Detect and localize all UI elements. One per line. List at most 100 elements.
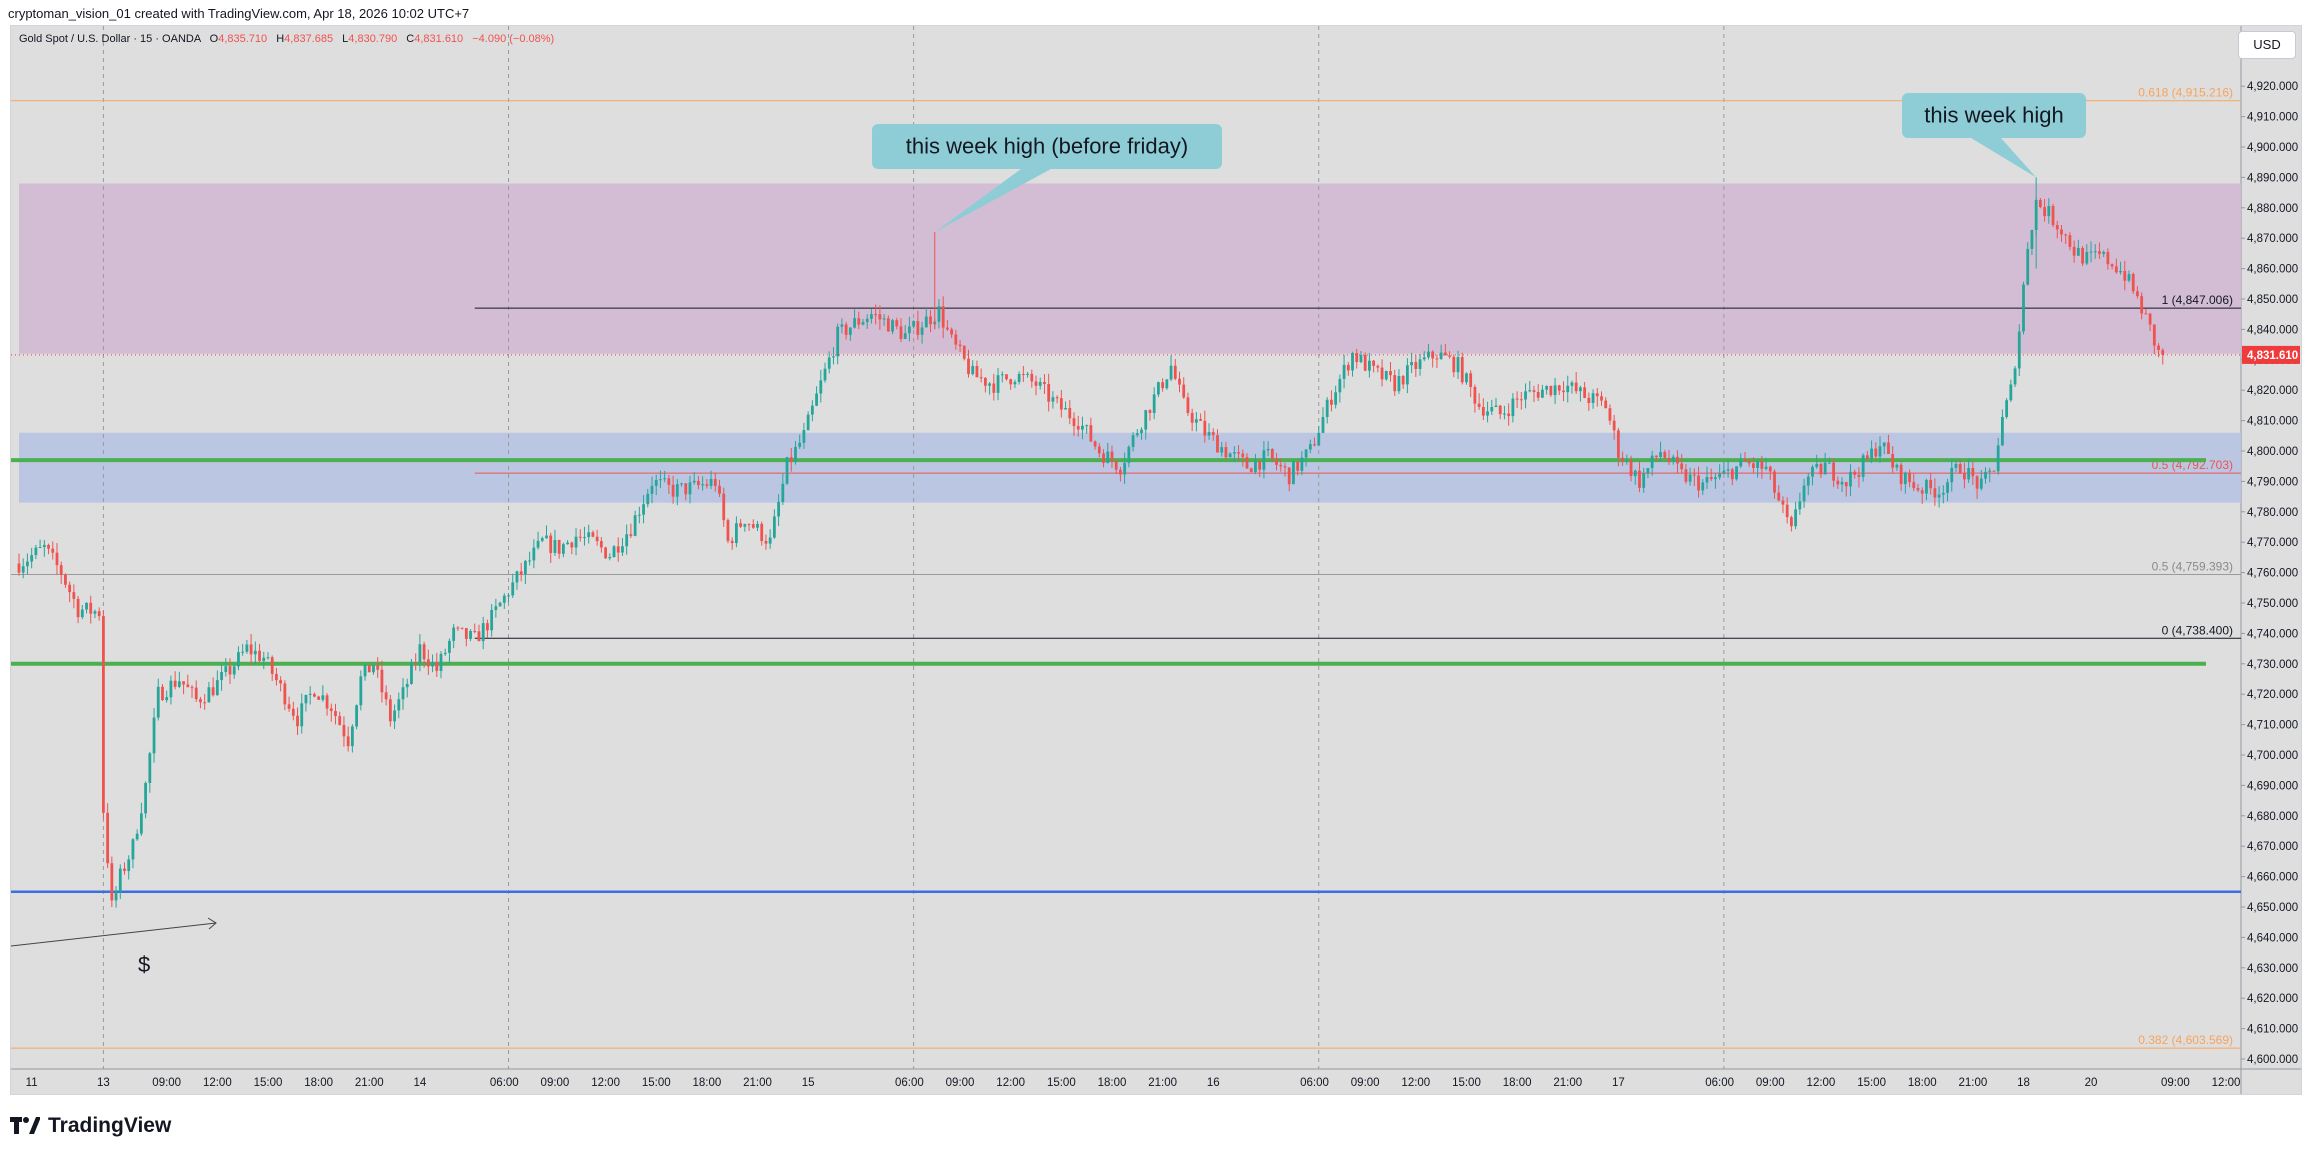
candle xyxy=(1730,467,1734,486)
candle xyxy=(1321,407,1325,434)
candle-body xyxy=(1908,472,1911,483)
candle xyxy=(772,509,776,539)
candle-body xyxy=(507,595,510,597)
candle xyxy=(2098,242,2101,259)
tradingview-logo[interactable]: TradingView xyxy=(10,1114,171,1138)
candle xyxy=(675,479,679,506)
candle-body xyxy=(718,485,721,494)
candle-body xyxy=(1249,468,1253,473)
candle xyxy=(253,641,257,665)
candle-body xyxy=(654,479,658,486)
candle-body xyxy=(1486,411,1489,416)
candle-body xyxy=(861,322,865,325)
candle xyxy=(422,641,426,668)
candle xyxy=(1237,445,1240,462)
candle xyxy=(1591,389,1595,409)
candle-body xyxy=(1443,352,1447,356)
candle xyxy=(1469,370,1473,398)
candle xyxy=(1207,423,1211,440)
candle-body xyxy=(1595,393,1599,397)
candle xyxy=(350,724,354,753)
candle xyxy=(1241,449,1245,467)
candle-body xyxy=(975,365,979,378)
candle xyxy=(275,667,278,686)
chart-area[interactable]: 0.618 (4,915.216) 0.382 (4,603.569) 0.5 (4… xyxy=(10,25,2302,1095)
x-tick-label: 06:00 xyxy=(1705,1077,1734,1089)
candle xyxy=(924,308,928,328)
candle-body xyxy=(1325,399,1329,417)
candle-body xyxy=(1203,420,1207,436)
candle-body xyxy=(1119,469,1122,475)
candle-body xyxy=(1802,485,1806,502)
candle-body xyxy=(646,493,650,505)
candle-body xyxy=(2152,324,2156,346)
x-tick-label: 12:00 xyxy=(2212,1077,2241,1089)
candle-body xyxy=(1752,463,1755,468)
callout-before-friday-text: this week high (before friday) xyxy=(906,134,1188,159)
candle-body xyxy=(291,708,295,716)
candle-body xyxy=(1849,471,1852,487)
candle-body xyxy=(1671,456,1675,462)
candle xyxy=(946,319,949,331)
candle xyxy=(266,652,270,660)
candle xyxy=(2017,324,2021,377)
candle-body xyxy=(1330,399,1333,405)
candle-body xyxy=(186,684,190,688)
candle-body xyxy=(1785,504,1789,518)
candle xyxy=(477,624,481,642)
candle-body xyxy=(97,611,101,617)
candle xyxy=(659,470,662,489)
candle xyxy=(1262,440,1266,479)
candle-body xyxy=(899,326,903,339)
candle-body xyxy=(2131,273,2135,292)
candle xyxy=(557,539,561,559)
candle-body xyxy=(1975,476,1979,489)
candle xyxy=(148,751,152,793)
candle-body xyxy=(1798,501,1802,510)
candle xyxy=(1292,459,1295,485)
x-tick-label: 06:00 xyxy=(490,1077,519,1089)
candle xyxy=(1355,348,1359,369)
candle-body xyxy=(1882,442,1886,447)
candle-body xyxy=(253,650,257,655)
y-tick-label: 4,870.000 xyxy=(2247,233,2298,245)
candle xyxy=(941,296,945,339)
candle-body xyxy=(1680,463,1684,470)
candle xyxy=(806,411,810,431)
candle xyxy=(325,693,329,716)
candle xyxy=(498,601,502,607)
candle-body xyxy=(637,514,641,516)
candle-body xyxy=(667,478,671,485)
candle-body xyxy=(798,442,802,447)
candle-body xyxy=(367,664,371,673)
candle-body xyxy=(2017,331,2021,369)
candle-body xyxy=(1992,470,1996,472)
candle xyxy=(1870,440,1873,464)
candle xyxy=(1908,469,1911,488)
candle xyxy=(207,681,211,703)
candle-body xyxy=(372,665,375,673)
candle xyxy=(2047,198,2051,224)
candle xyxy=(1055,395,1059,404)
candle xyxy=(2106,248,2110,270)
x-tick-label: 20 xyxy=(2085,1077,2098,1089)
candle xyxy=(1161,378,1165,392)
candle-body xyxy=(448,640,451,653)
x-tick-label: 06:00 xyxy=(1300,1077,1329,1089)
chart-canvas[interactable]: 0.618 (4,915.216) 0.382 (4,603.569) 0.5 (4… xyxy=(11,26,2301,1094)
candle xyxy=(173,671,177,690)
candle-body xyxy=(988,383,991,386)
candle-body xyxy=(1730,469,1734,480)
currency-selector[interactable]: USD xyxy=(2238,31,2296,59)
candle-body xyxy=(1157,382,1160,395)
tradingview-logo-icon xyxy=(10,1117,40,1134)
candle-body xyxy=(1600,396,1603,401)
candle-body xyxy=(1895,464,1899,468)
candle-body xyxy=(2144,313,2148,315)
candle-body xyxy=(874,314,878,316)
candle-body xyxy=(1726,469,1730,471)
candle-body xyxy=(1916,488,1920,491)
candle-body xyxy=(1903,472,1907,485)
candle-body xyxy=(1055,397,1059,399)
candle xyxy=(2089,241,2093,263)
